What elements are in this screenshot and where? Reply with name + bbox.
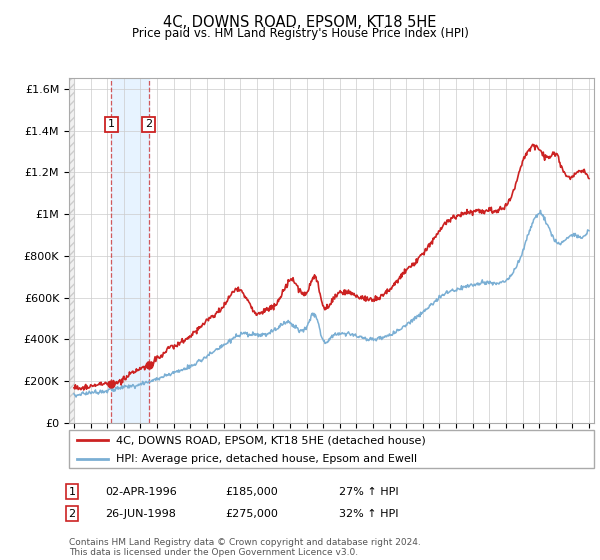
Text: HPI: Average price, detached house, Epsom and Ewell: HPI: Average price, detached house, Epso… — [116, 454, 418, 464]
Text: 32% ↑ HPI: 32% ↑ HPI — [339, 508, 398, 519]
Text: Contains HM Land Registry data © Crown copyright and database right 2024.
This d: Contains HM Land Registry data © Crown c… — [69, 538, 421, 557]
Text: 26-JUN-1998: 26-JUN-1998 — [105, 508, 176, 519]
Text: 1: 1 — [68, 487, 76, 497]
Bar — [69, 78, 74, 423]
Text: 4C, DOWNS ROAD, EPSOM, KT18 5HE: 4C, DOWNS ROAD, EPSOM, KT18 5HE — [163, 15, 437, 30]
Text: 27% ↑ HPI: 27% ↑ HPI — [339, 487, 398, 497]
FancyBboxPatch shape — [69, 430, 594, 468]
Bar — [69, 78, 74, 423]
Text: £275,000: £275,000 — [225, 508, 278, 519]
Text: 2: 2 — [145, 119, 152, 129]
Text: Price paid vs. HM Land Registry's House Price Index (HPI): Price paid vs. HM Land Registry's House … — [131, 27, 469, 40]
Text: 02-APR-1996: 02-APR-1996 — [105, 487, 177, 497]
Text: 2: 2 — [68, 508, 76, 519]
Bar — [112, 78, 149, 423]
Text: £185,000: £185,000 — [225, 487, 278, 497]
Text: 4C, DOWNS ROAD, EPSOM, KT18 5HE (detached house): 4C, DOWNS ROAD, EPSOM, KT18 5HE (detache… — [116, 435, 426, 445]
Text: 1: 1 — [108, 119, 115, 129]
